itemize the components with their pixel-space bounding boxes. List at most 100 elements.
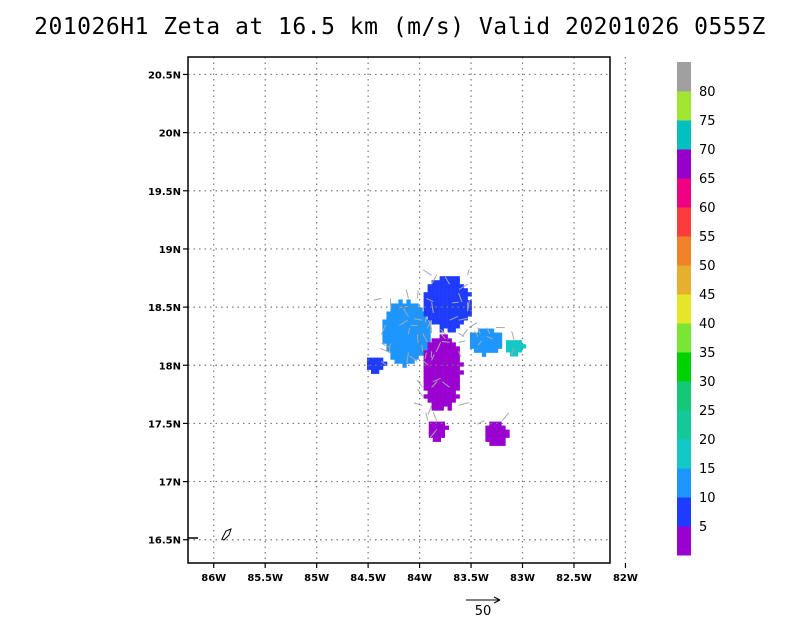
wind-vector (380, 324, 387, 335)
data-cell (390, 339, 395, 344)
data-cell (493, 340, 499, 345)
colorbar-swatch (677, 526, 691, 556)
data-cell (447, 386, 452, 391)
data-cell (451, 312, 456, 317)
data-cell (398, 343, 403, 348)
data-cell (436, 421, 442, 426)
data-cell (390, 311, 395, 316)
wind-vector (441, 340, 450, 343)
data-cell (427, 316, 432, 321)
data-cell (485, 437, 490, 442)
data-cell (406, 303, 411, 308)
wind-vector (380, 347, 391, 353)
x-axis-ticks: 86W 85.5W 85W 84.5W 84W 83.5W 83W 82.5W 82W (201, 563, 638, 584)
data-cell (414, 307, 419, 312)
data-cell (443, 296, 448, 301)
data-cell (477, 332, 483, 337)
data-cell (394, 311, 399, 316)
data-cell (414, 347, 419, 352)
data-cell (406, 327, 411, 332)
data-cell (390, 351, 395, 356)
reference-arrow-head (493, 596, 501, 604)
data-cell (435, 406, 440, 411)
data-cell (414, 319, 419, 324)
data-cell (443, 284, 448, 289)
data-cell (427, 366, 432, 371)
wind-vector (425, 412, 429, 421)
data-cell (455, 284, 460, 289)
data-cell (485, 332, 491, 337)
data-cell (422, 323, 427, 328)
wind-vector (416, 290, 419, 299)
data-cell (447, 292, 452, 297)
wind-vector (461, 328, 468, 337)
data-cell (386, 343, 391, 348)
data-cell (414, 303, 419, 308)
data-cell (366, 365, 372, 370)
data-cell (473, 344, 479, 349)
wind-vector (501, 412, 510, 421)
data-cell (439, 300, 444, 305)
data-cell (414, 327, 419, 332)
island-outline (221, 528, 232, 541)
colorbar-label: 35 (699, 346, 716, 361)
data-cell (410, 335, 415, 340)
data-cell (443, 308, 448, 313)
data-cell (509, 340, 515, 345)
data-cell (485, 425, 490, 430)
data-cell (443, 378, 448, 383)
wind-vector (422, 333, 428, 343)
data-cell (390, 343, 395, 348)
data-cell (402, 347, 407, 352)
colorbar-label: 60 (699, 201, 716, 216)
data-cell (390, 335, 395, 340)
data-cell (398, 331, 403, 336)
y-axis-ticks: 16.5N 17N 17.5N 18N 18.5N 19N 19.5N 20N 20.5N (148, 70, 188, 547)
data-cell (447, 354, 452, 359)
data-cell (439, 288, 444, 293)
data-cell (439, 334, 444, 339)
data-cell (439, 378, 444, 383)
data-cell (427, 346, 432, 351)
data-cell (481, 352, 487, 357)
data-cell (439, 366, 444, 371)
data-cell (410, 319, 415, 324)
data-cell (443, 320, 448, 325)
data-cell (406, 319, 411, 324)
data-cell (398, 315, 403, 320)
data-cell (386, 323, 391, 328)
data-cell (427, 300, 432, 305)
data-cell (423, 386, 428, 391)
data-cell (467, 300, 472, 305)
wind-vector (511, 331, 515, 340)
data-cell (378, 357, 384, 362)
data-cell (497, 336, 503, 341)
colorbar-swatch (677, 294, 691, 324)
data-cell (455, 394, 460, 399)
data-cell (427, 292, 432, 297)
data-cell (398, 355, 403, 360)
data-cell (443, 374, 448, 379)
data-cell (459, 362, 464, 367)
data-cell (402, 359, 407, 364)
y-tick-label: 19N (159, 245, 181, 256)
data-cell (455, 276, 460, 281)
data-cell (463, 308, 468, 313)
chart-title: 201026H1 Zeta at 16.5 km (m/s) Valid 202… (34, 14, 766, 40)
data-cell (406, 315, 411, 320)
colorbar-label: 75 (699, 114, 716, 129)
data-cell (513, 352, 519, 357)
data-cell (423, 304, 428, 309)
data-cell (455, 386, 460, 391)
data-cell (427, 312, 432, 317)
data-cell (435, 386, 440, 391)
data-cell (428, 429, 434, 434)
wind-vector (458, 293, 463, 303)
data-cell (489, 437, 494, 442)
data-cell (410, 315, 415, 320)
data-cell (435, 378, 440, 383)
data-cell (370, 365, 376, 370)
data-cell (435, 354, 440, 359)
data-cell (497, 429, 502, 434)
data-cell (493, 441, 498, 446)
